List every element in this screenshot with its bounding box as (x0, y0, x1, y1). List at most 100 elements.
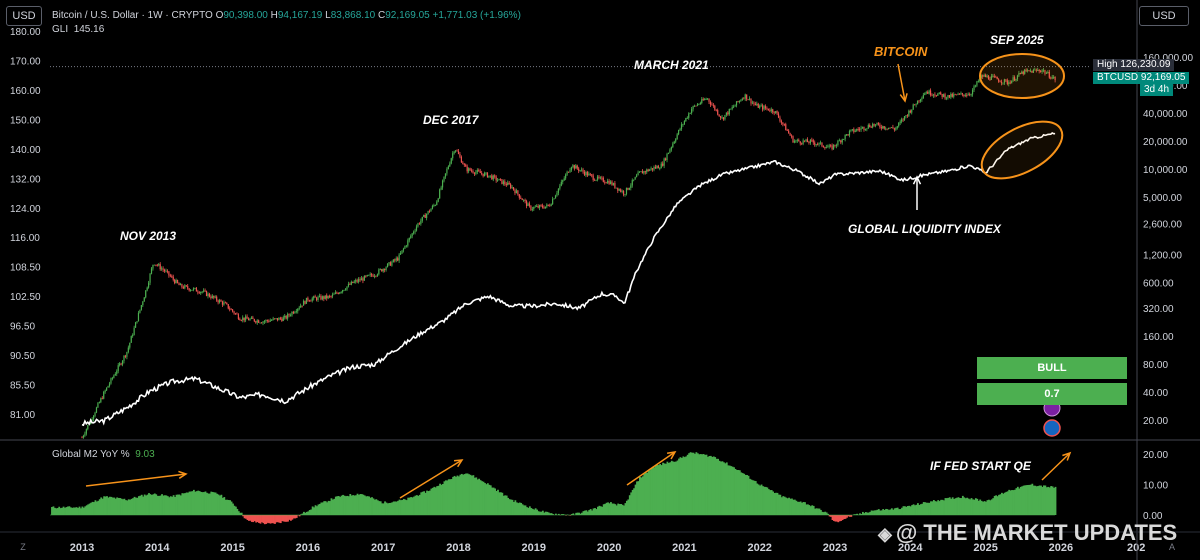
candle-body (491, 175, 493, 180)
candle-body (450, 158, 452, 164)
x-tick-label: 202 (1127, 542, 1145, 554)
m2-bar (1029, 484, 1032, 515)
m2-bar (919, 504, 922, 515)
candle-body (937, 93, 939, 96)
m2-bar (174, 496, 176, 515)
low-label: L (325, 10, 331, 21)
m2-bar (683, 457, 686, 515)
candle-body (735, 101, 738, 106)
candle-body (446, 168, 448, 174)
right-tick-label: 160,000.00 (1143, 53, 1193, 64)
candle-body (872, 124, 874, 128)
symbol-header: Bitcoin / U.S. Dollar · 1W · CRYPTO O90,… (52, 10, 521, 21)
candle-body (783, 124, 785, 125)
m2-bar (673, 461, 676, 515)
auto-scale-button[interactable]: A (1163, 540, 1181, 554)
candle-body (764, 106, 767, 109)
candle-body (943, 94, 945, 97)
m2-bar (192, 489, 195, 515)
candle-body (927, 92, 929, 94)
m2-bar (980, 500, 983, 515)
candle-body (678, 130, 680, 135)
candle-body (368, 274, 370, 276)
m2-bar (624, 503, 627, 515)
candle-body (456, 150, 458, 152)
candle-body (423, 214, 425, 217)
symbol-name: Bitcoin / U.S. Dollar · 1W · CRYPTO (52, 10, 213, 21)
candle-body (921, 98, 923, 100)
candle-body (391, 262, 393, 266)
candle-body (1048, 71, 1050, 78)
candle-body (580, 169, 583, 171)
m2-bar (682, 456, 685, 515)
m2-bar (408, 497, 411, 515)
annotation-sep-2025: SEP 2025 (990, 33, 1044, 47)
candle-body (899, 121, 901, 124)
left-currency-button[interactable]: USD (6, 6, 42, 26)
m2-bar (71, 507, 74, 515)
m2-bar (489, 485, 492, 515)
candle-body (935, 95, 937, 97)
m2-bar (389, 502, 392, 515)
m2-bar (947, 497, 950, 515)
m2-bar (507, 497, 510, 515)
m2-bar (704, 454, 706, 515)
m2-bar (767, 489, 770, 515)
candle-body (650, 168, 652, 170)
m2-bar (714, 457, 717, 515)
m2-bar (731, 466, 734, 515)
m2-bar (475, 477, 478, 515)
candle-body (381, 269, 383, 272)
candle-body (986, 75, 988, 77)
m2-bar (890, 508, 893, 515)
m2-bar (995, 495, 998, 515)
arrow-m2-2021 (626, 451, 676, 486)
m2-bar (623, 505, 625, 515)
m2-bar (973, 499, 976, 515)
m2-bar (948, 497, 951, 515)
m2-bar (182, 493, 185, 515)
candle-body (543, 207, 545, 209)
m2-bar (1051, 486, 1054, 515)
m2-bar (602, 504, 605, 515)
right-currency-button[interactable]: USD (1139, 6, 1189, 26)
m2-bar (300, 514, 302, 515)
m2-bar (670, 460, 673, 515)
candle-body (359, 279, 361, 281)
candle-body (418, 223, 421, 225)
candle-body (483, 173, 486, 177)
m2-bar (203, 492, 205, 515)
candle-body (482, 173, 484, 177)
candle-body (698, 104, 700, 105)
candle-body (714, 105, 716, 110)
m2-tick-label: 10.00 (1143, 481, 1168, 492)
m2-bar (746, 474, 748, 515)
highlight-ellipse-gli (980, 120, 1064, 180)
candle-body (570, 167, 573, 170)
candle-body (712, 104, 714, 106)
candle-body (347, 283, 350, 287)
m2-bar (324, 501, 327, 515)
m2-bar (662, 462, 664, 515)
candle-body (612, 183, 615, 186)
x-tick-label: 2020 (597, 542, 621, 554)
candle-body (793, 141, 796, 143)
m2-bar (1032, 485, 1035, 515)
candle-body (373, 275, 376, 277)
log-scale-button[interactable]: Z (14, 540, 32, 554)
m2-bar (1022, 485, 1025, 515)
candle-body (166, 270, 169, 272)
candle-body (733, 106, 735, 108)
m2-bar (917, 503, 919, 515)
m2-bar (401, 499, 404, 515)
candle-body (498, 178, 500, 181)
m2-bar (766, 487, 769, 515)
candle-body (236, 313, 238, 315)
candle-body (831, 145, 833, 150)
candle-body (120, 363, 122, 365)
m2-bar (398, 499, 401, 515)
candle-body (190, 289, 192, 291)
m2-bar (271, 515, 273, 524)
candle-body (560, 181, 562, 186)
